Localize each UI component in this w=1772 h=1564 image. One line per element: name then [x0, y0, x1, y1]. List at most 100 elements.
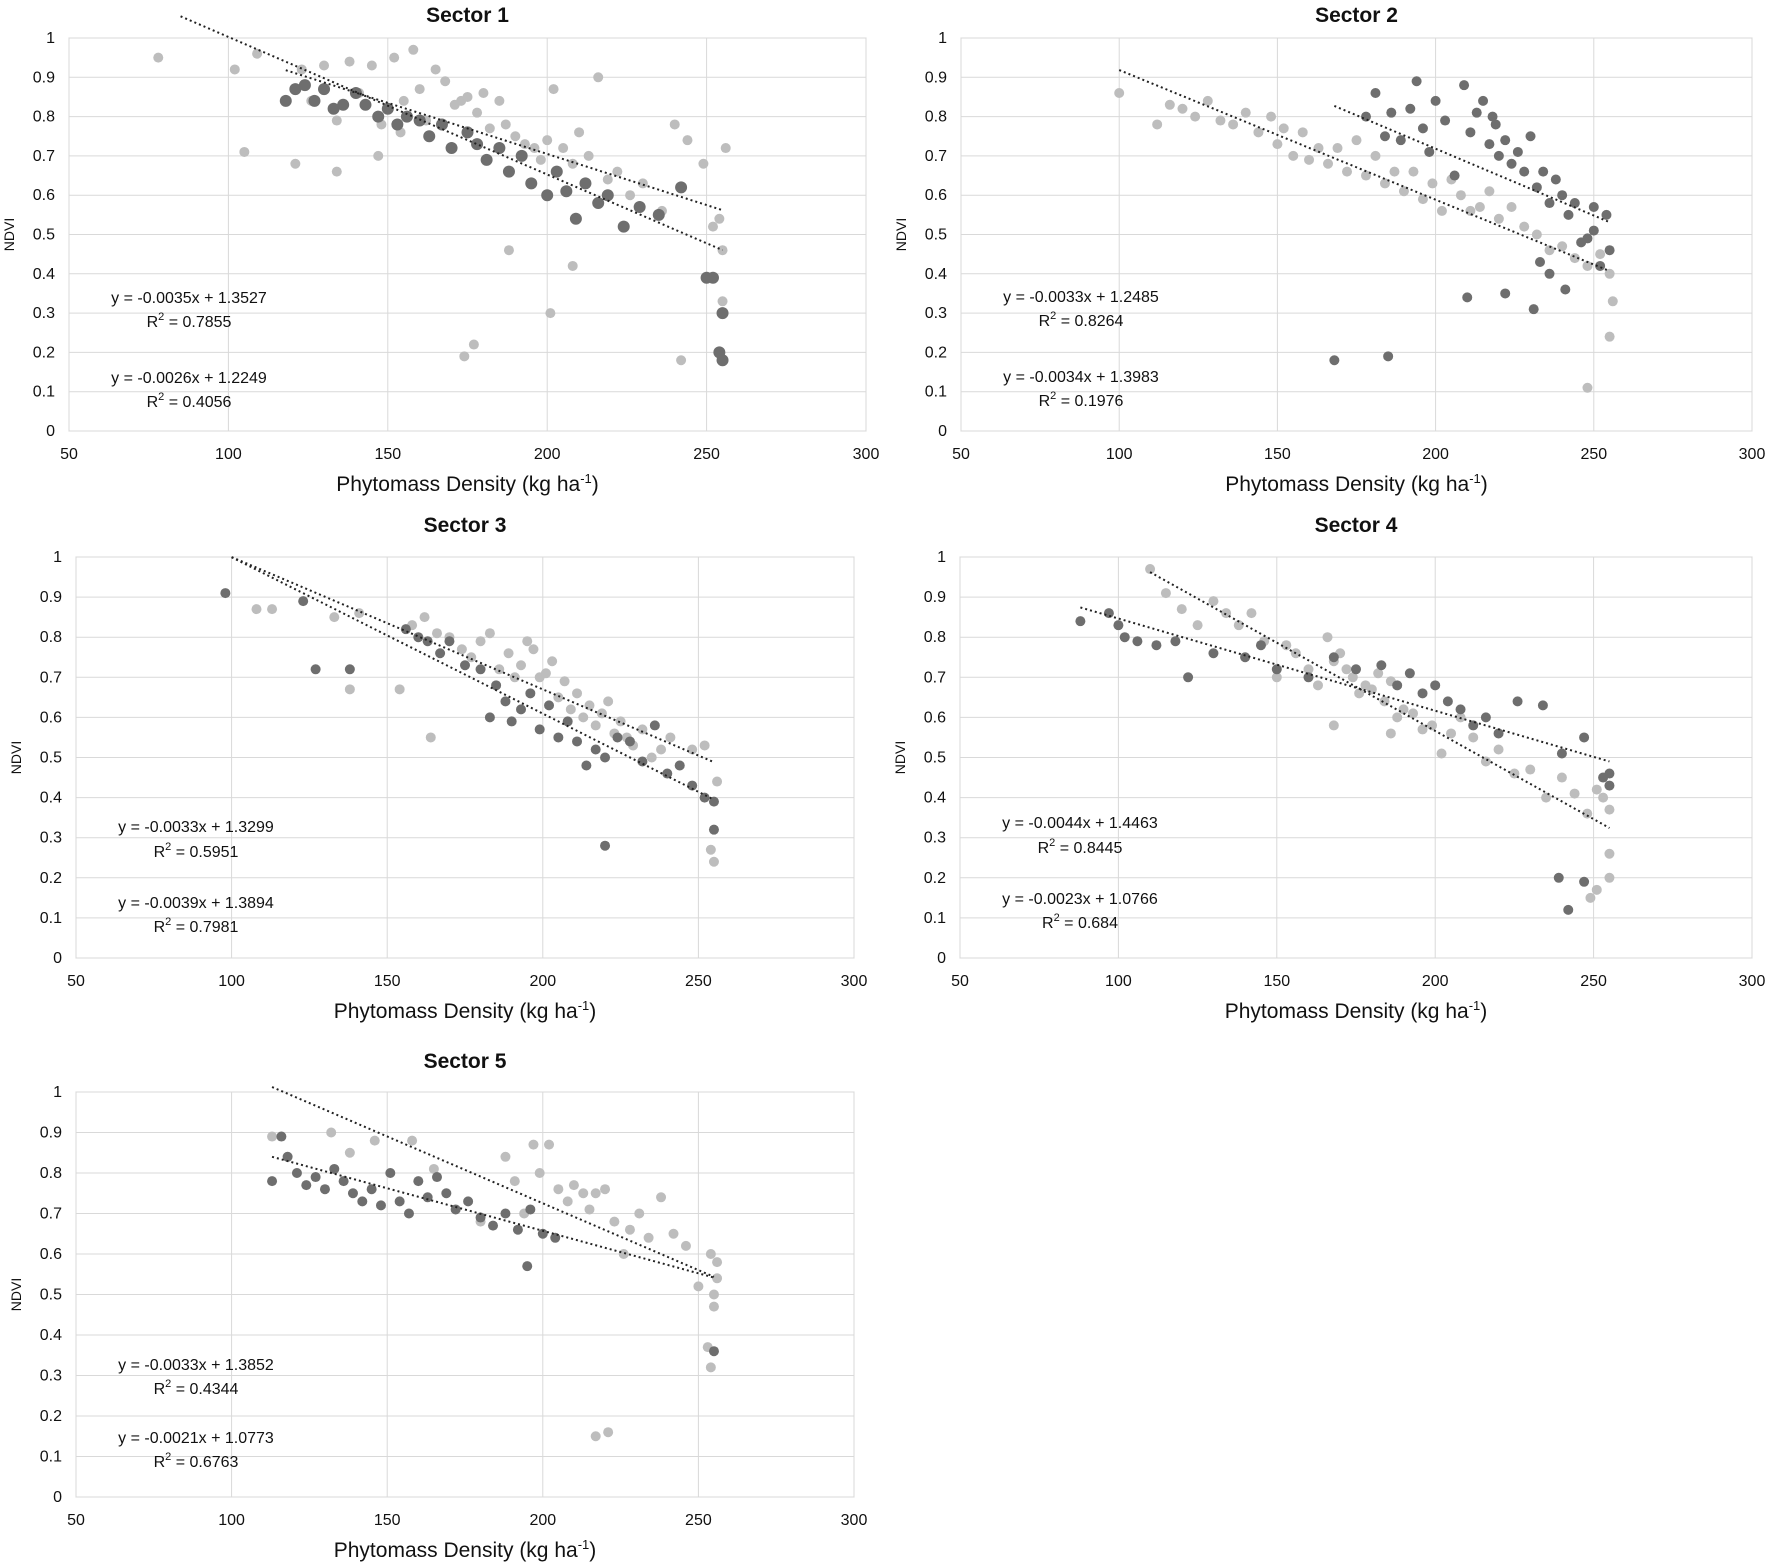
data-point-dark	[687, 780, 698, 791]
data-point-light	[1582, 260, 1593, 271]
trendline-dark	[285, 69, 723, 212]
data-point-dark	[1588, 225, 1599, 236]
y-tick-label: 0.2	[924, 870, 946, 887]
data-point-dark	[1430, 95, 1441, 106]
trendline-dark	[1080, 606, 1610, 763]
x-tick-label: 150	[374, 446, 401, 463]
data-point-light	[503, 245, 514, 256]
data-point-light	[1272, 139, 1283, 150]
data-point-dark	[1563, 209, 1574, 220]
data-point-light	[656, 744, 667, 755]
data-point-dark	[624, 736, 635, 747]
data-point-light	[1591, 784, 1602, 795]
data-point-light	[1585, 892, 1596, 903]
trendline-light	[180, 15, 723, 252]
data-point-dark	[522, 1261, 533, 1272]
y-tick-label: 0.9	[925, 69, 947, 86]
data-point-light	[559, 676, 570, 687]
y-tick-label: 0.1	[925, 384, 947, 401]
data-point-light	[584, 700, 595, 711]
y-tick-label: 0.1	[40, 910, 62, 927]
data-point-light	[1484, 186, 1495, 197]
data-point-dark	[512, 1224, 523, 1235]
data-point-dark	[1487, 111, 1498, 122]
data-point-light	[1557, 241, 1568, 252]
data-point-light	[1591, 884, 1602, 895]
y-tick-label: 0	[53, 950, 62, 967]
data-point-light	[1192, 620, 1203, 631]
data-point-dark	[413, 632, 424, 643]
data-point-light	[462, 91, 473, 102]
data-point-light	[1354, 688, 1365, 699]
data-point-light	[408, 44, 419, 55]
y-tick-label: 0	[46, 423, 55, 440]
data-point-light	[708, 1301, 719, 1312]
x-tick-label: 250	[1580, 973, 1607, 990]
data-point-light	[239, 146, 250, 157]
data-point-light	[1427, 178, 1438, 189]
data-point-dark	[357, 1196, 368, 1207]
data-point-dark	[1455, 704, 1466, 715]
data-point-light	[1385, 728, 1396, 739]
data-point-dark	[403, 1208, 414, 1219]
data-point-light	[1398, 704, 1409, 715]
data-point-light	[578, 1188, 589, 1199]
x-tick-label: 50	[67, 973, 85, 990]
data-point-dark	[1430, 680, 1441, 691]
data-point-dark	[1601, 209, 1612, 220]
r-squared-label: R2 = 0.7855	[147, 311, 232, 331]
data-point-light	[1468, 732, 1479, 743]
data-point-dark	[502, 165, 515, 178]
y-tick-label: 0.8	[40, 1165, 62, 1182]
data-point-light	[1427, 720, 1438, 731]
y-tick-label: 0.5	[924, 750, 946, 767]
data-point-dark	[422, 1192, 433, 1203]
data-point-light	[1408, 166, 1419, 177]
data-point-dark	[1468, 720, 1479, 731]
data-point-dark	[1493, 728, 1504, 739]
x-tick-label: 100	[218, 973, 245, 990]
x-tick-label: 100	[1106, 446, 1133, 463]
data-point-light	[547, 656, 558, 667]
data-point-dark	[484, 712, 495, 723]
data-point-light	[682, 135, 693, 146]
data-point-dark	[1405, 103, 1416, 114]
data-point-light	[1465, 205, 1476, 216]
y-tick-label: 0.4	[40, 790, 62, 807]
x-tick-label: 150	[374, 1512, 401, 1529]
data-point-light	[251, 604, 262, 615]
y-tick-label: 0.7	[40, 669, 62, 686]
data-point-light	[1322, 632, 1333, 643]
x-tick-label: 300	[841, 1512, 868, 1529]
data-point-dark	[1512, 696, 1523, 707]
data-point-dark	[560, 185, 573, 198]
data-point-light	[1347, 672, 1358, 683]
data-point-dark	[1411, 76, 1422, 87]
data-point-dark	[1553, 872, 1564, 883]
data-point-light	[1145, 564, 1156, 575]
data-point-light	[389, 52, 400, 63]
data-point-dark	[1595, 260, 1606, 271]
data-point-dark	[347, 1188, 358, 1199]
data-point-light	[1582, 382, 1593, 393]
data-point-light	[625, 190, 636, 201]
y-tick-label: 0.7	[33, 148, 55, 165]
data-point-light	[430, 64, 441, 75]
data-point-light	[1208, 596, 1219, 607]
x-tick-label: 200	[534, 446, 561, 463]
data-point-light	[717, 296, 728, 307]
data-point-dark	[298, 79, 311, 92]
data-point-dark	[375, 1200, 386, 1211]
data-point-light	[344, 684, 355, 695]
data-point-light	[1328, 720, 1339, 731]
data-point-light	[1190, 111, 1201, 122]
data-point-dark	[435, 118, 448, 131]
x-tick-label: 200	[529, 1512, 556, 1529]
data-point-dark	[460, 660, 470, 671]
data-point-dark	[1538, 166, 1549, 177]
y-tick-label: 0.6	[40, 1246, 62, 1263]
data-point-dark	[1528, 304, 1539, 315]
